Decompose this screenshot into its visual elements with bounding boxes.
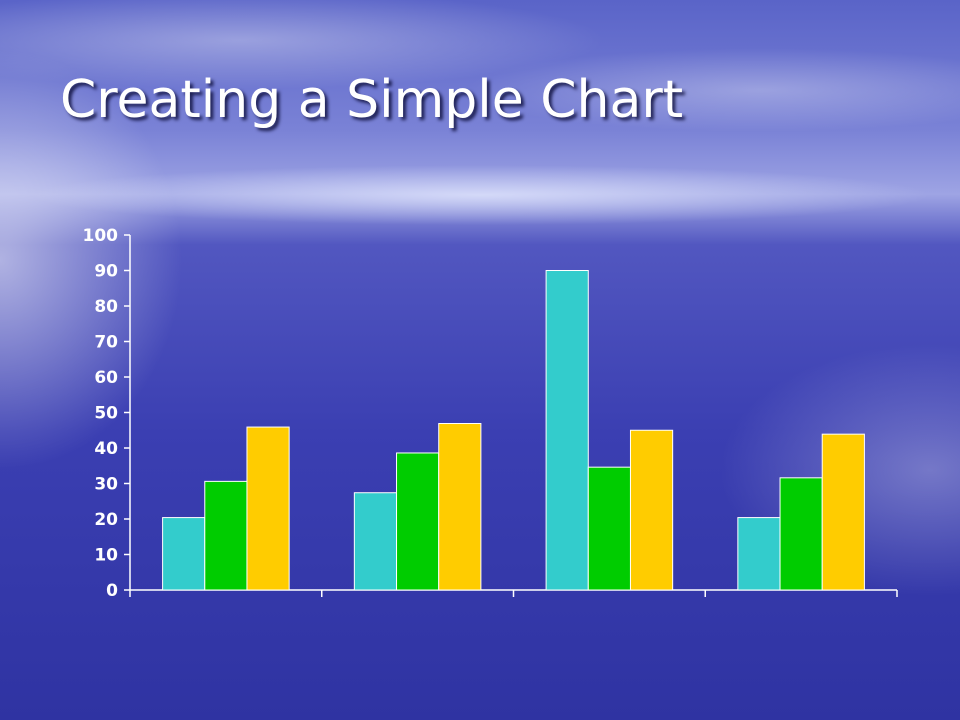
x-axis — [129, 589, 898, 597]
y-tick-label: 10 — [94, 546, 118, 566]
bar-series-1-category-4 — [737, 517, 781, 591]
bar-series-1-category-2 — [353, 492, 398, 591]
bar-series-2-category-2 — [396, 452, 440, 591]
y-tick-label: 90 — [94, 262, 118, 282]
y-tick-label: 60 — [94, 368, 118, 388]
slide-title: Creating a Simple Chart — [60, 70, 684, 130]
y-tick-label: 0 — [106, 581, 118, 601]
bar-series-1-category-1 — [162, 517, 206, 591]
bar-series-2-category-3 — [587, 466, 631, 591]
bar-series-2-category-1 — [204, 480, 248, 591]
bar-series-1-category-3 — [545, 270, 589, 591]
y-tick-label: 30 — [94, 475, 118, 495]
y-axis: 0 10 20 30 40 50 60 70 80 90 100 — [83, 226, 131, 601]
y-tick-label: 100 — [83, 226, 119, 246]
bar-series-2-category-4 — [779, 477, 823, 591]
y-tick-label: 50 — [94, 404, 118, 424]
bar-series-3-category-2 — [438, 423, 482, 591]
y-tick-label: 80 — [94, 297, 118, 317]
bar-series-3-category-3 — [629, 429, 674, 591]
bars — [162, 270, 865, 591]
bar-series-3-category-1 — [246, 426, 290, 591]
y-tick-label: 70 — [94, 333, 118, 353]
y-tick-label: 40 — [94, 439, 118, 459]
bar-series-3-category-4 — [821, 433, 865, 591]
y-tick-label: 20 — [94, 510, 118, 530]
